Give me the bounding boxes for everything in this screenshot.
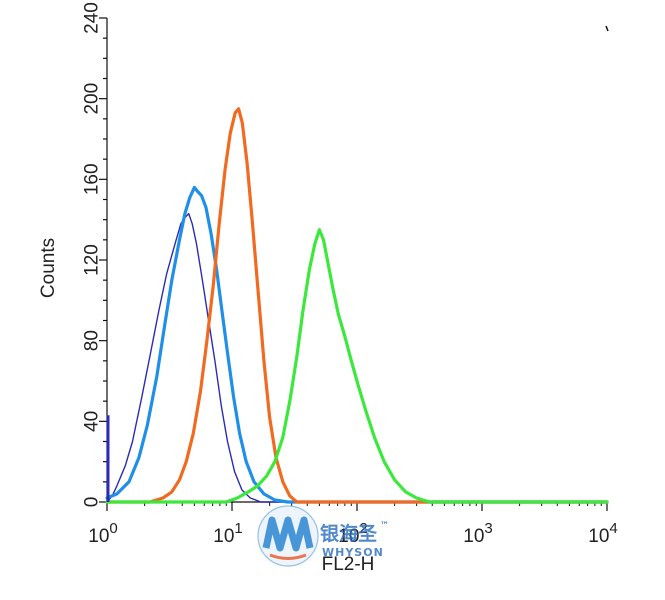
x-axis-title: FL2-H — [322, 554, 375, 575]
watermark-emblem — [257, 505, 319, 567]
watermark-brand-cn: 银海圣 — [320, 522, 378, 545]
series-layer — [105, 107, 609, 504]
x-tick-label: 102 — [338, 520, 367, 547]
watermark-base-stroke — [269, 553, 307, 560]
histogram-series-3 — [105, 107, 609, 504]
watermark-brand-en: WHYSON — [322, 546, 384, 559]
x-tick-label: 100 — [88, 520, 117, 547]
x-tick-label: 104 — [588, 520, 617, 547]
watermark-wave-stroke — [262, 516, 314, 552]
y-tick-label: 80 — [82, 330, 103, 351]
y-tick-label: 40 — [82, 411, 103, 432]
x-tick-label: 103 — [463, 520, 492, 547]
watermark-logo: 银海圣 ™ WHYSON — [257, 505, 389, 567]
y-tick-label: 0 — [82, 497, 103, 508]
y-tick-label: 160 — [82, 163, 103, 195]
corner-mark — [605, 25, 609, 32]
y-axis-title: Counts — [38, 238, 59, 298]
histogram-series-1 — [106, 212, 608, 503]
x-axis-ticks: 100 101 102 103 104 — [88, 502, 618, 547]
y-tick-label: 240 — [82, 2, 103, 34]
y-axis-ticks: 0 40 80 120 160 200 240 — [82, 2, 107, 507]
watermark-trademark: ™ — [380, 521, 389, 531]
x-tick-label: 101 — [213, 520, 242, 547]
y-tick-label: 200 — [82, 83, 103, 115]
y-tick-label: 120 — [82, 244, 103, 276]
histogram-series-4 — [105, 228, 609, 504]
histogram-series-2 — [105, 185, 609, 504]
